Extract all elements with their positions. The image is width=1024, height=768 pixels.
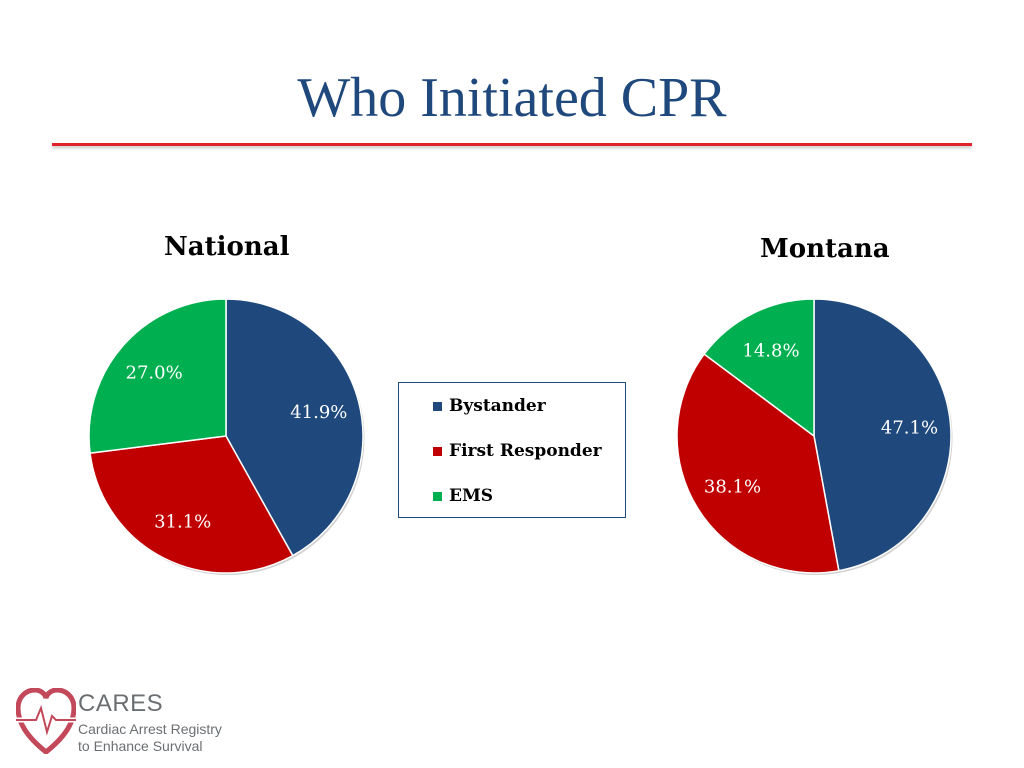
national-pie-chart: 41.9% 31.1% 27.0% [88,298,365,575]
legend-label-bystander: Bystander [449,396,546,416]
legend-label-first-responder: First Responder [449,441,602,461]
national-label-bystander: 41.9% [290,402,347,423]
montana-label-bystander: 47.1% [881,417,938,438]
national-slice-bystander [225,298,364,557]
chart-legend: Bystander First Responder EMS [398,382,626,518]
national-chart-title: National [164,232,290,262]
national-slice-ems [88,298,227,455]
montana-slice-ems [703,298,815,438]
heart-pulse-icon [16,688,76,754]
legend-swatch-first-responder [433,446,442,456]
national-slice-first-responder [89,435,294,574]
logo-tagline-line1: Cardiac Arrest Registry [78,721,222,737]
national-label-first-responder: 31.1% [154,512,211,533]
legend-swatch-bystander [433,401,442,411]
montana-pie-chart: 47.1% 38.1% 14.8% [676,298,953,575]
legend-item-ems: EMS [433,485,493,507]
montana-slice-bystander [813,298,952,572]
legend-item-bystander: Bystander [433,395,546,417]
legend-item-first-responder: First Responder [433,440,602,462]
legend-swatch-ems [433,491,442,501]
national-label-ems: 27.0% [126,363,183,384]
slide-title: Who Initiated CPR [297,67,727,129]
montana-slice-first-responder [676,353,840,574]
logo-name: CARES [78,690,164,717]
montana-chart-title: Montana [760,234,890,264]
legend-label-ems: EMS [449,486,494,506]
montana-label-first-responder: 38.1% [704,477,761,498]
logo-tagline-line2: to Enhance Survival [78,738,203,754]
title-divider [52,143,972,146]
cares-logo: CARES Cardiac Arrest Registry to Enhance… [16,688,226,758]
montana-label-ems: 14.8% [742,340,799,361]
